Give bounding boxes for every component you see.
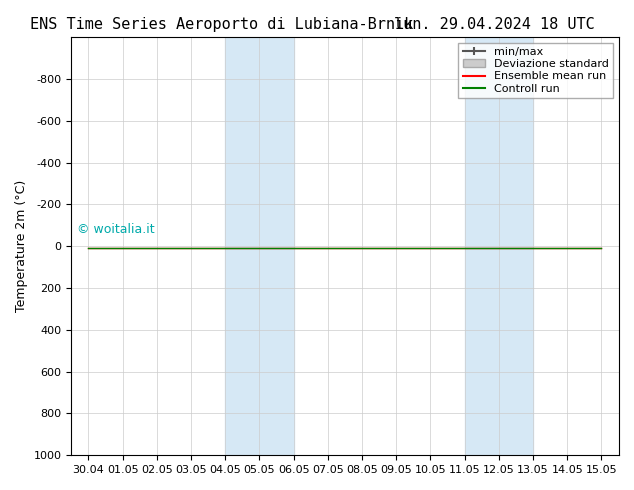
Text: ENS Time Series Aeroporto di Lubiana-Brnik: ENS Time Series Aeroporto di Lubiana-Brn… — [30, 17, 413, 32]
Y-axis label: Temperature 2m (°C): Temperature 2m (°C) — [15, 180, 28, 312]
Legend: min/max, Deviazione standard, Ensemble mean run, Controll run: min/max, Deviazione standard, Ensemble m… — [458, 43, 613, 98]
Bar — [465, 37, 533, 455]
Bar — [225, 37, 294, 455]
Text: © woitalia.it: © woitalia.it — [77, 223, 154, 236]
Text: lun. 29.04.2024 18 UTC: lun. 29.04.2024 18 UTC — [394, 17, 595, 32]
